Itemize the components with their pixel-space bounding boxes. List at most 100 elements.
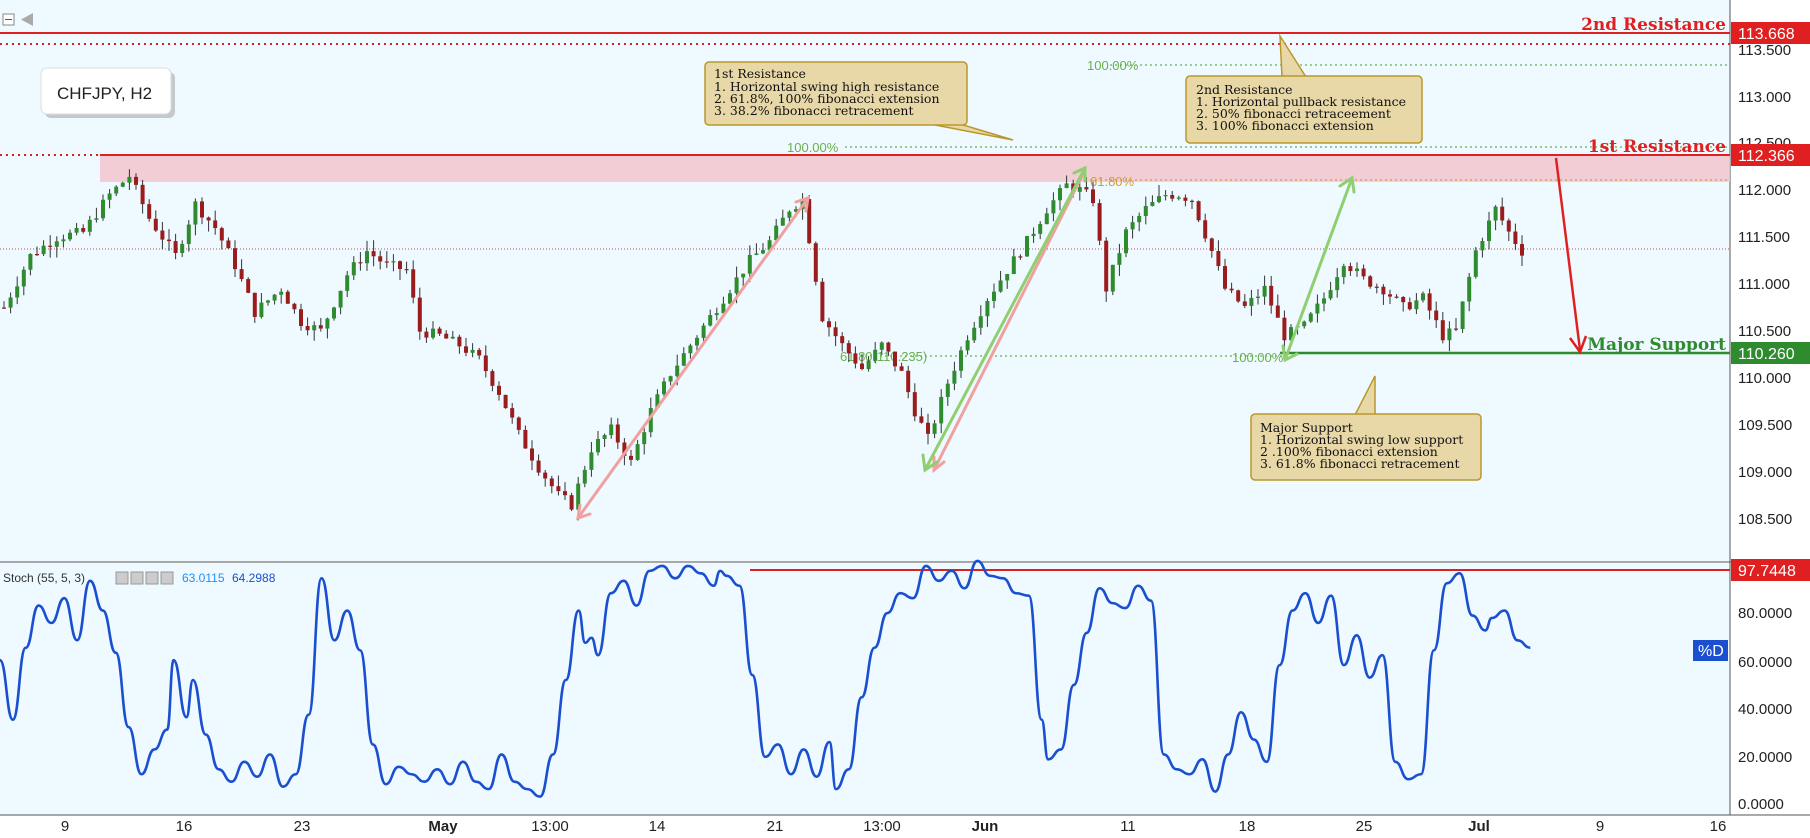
candle-body xyxy=(1467,276,1472,302)
candle-body xyxy=(35,254,39,256)
candle-body xyxy=(404,269,409,271)
stoch-tick-40: 40.0000 xyxy=(1738,701,1792,718)
candle-body xyxy=(54,241,59,247)
time-axis[interactable]: 9 16 23 May 13:00 14 21 13:00 Jun 11 18 … xyxy=(61,818,1727,835)
candle-body xyxy=(1302,321,1307,327)
candle-body xyxy=(127,176,132,183)
indicator-value-d: 64.2988 xyxy=(232,571,276,585)
candle-body xyxy=(648,408,653,433)
candle-body xyxy=(140,184,145,205)
candle-body xyxy=(563,491,567,496)
indicator-visibility-icon[interactable] xyxy=(115,571,129,585)
price-scale-background xyxy=(1730,0,1810,815)
candle-body xyxy=(655,394,660,409)
arrow-back-icon[interactable] xyxy=(21,13,33,26)
candle-body xyxy=(972,327,977,341)
candle-body xyxy=(1322,298,1326,304)
candle-body xyxy=(622,442,627,456)
candle-body xyxy=(1183,197,1188,201)
candle-body xyxy=(1381,286,1386,295)
candle-body xyxy=(926,422,930,434)
stoch-level-tag[interactable] xyxy=(1731,559,1810,581)
candle-body xyxy=(1315,303,1320,314)
second-resistance-callout: 2nd Resistance 1. Horizontal pullback re… xyxy=(1185,33,1423,144)
candle-body xyxy=(807,199,812,244)
candle-body xyxy=(1236,290,1241,302)
candle-body xyxy=(1077,187,1082,192)
candle-body xyxy=(1407,302,1412,310)
y-tick-109500: 109.500 xyxy=(1738,417,1792,434)
candle-body xyxy=(134,176,138,185)
candle-body xyxy=(259,302,264,317)
major-support-callout-line-1: 1. Horizontal swing low support xyxy=(1260,432,1463,447)
stoch-tick-0: 0.0000 xyxy=(1738,796,1784,813)
second-resistance-callout-line-3: 3. 100% fibonacci extension xyxy=(1196,118,1374,133)
x-tick-9: 9 xyxy=(61,818,69,835)
indicator-settings-icon[interactable] xyxy=(130,571,144,585)
major-support-price-tag[interactable] xyxy=(1731,342,1810,364)
candle-body xyxy=(239,269,244,280)
indicator-add-icon[interactable] xyxy=(145,571,159,585)
candle-body xyxy=(523,429,528,449)
candle-body xyxy=(160,230,165,240)
second-resistance-price-tag[interactable] xyxy=(1731,22,1810,44)
candle-body xyxy=(233,248,237,270)
indicator-name[interactable]: Stoch (55, 5, 3) xyxy=(3,571,85,585)
candle-body xyxy=(450,336,455,339)
first-resistance-callout-line-1: 1. Horizontal swing high resistance xyxy=(714,79,939,94)
symbol-label: CHFJPY, H2 xyxy=(57,84,152,103)
candle-body xyxy=(1335,277,1340,291)
stoch-d-line[interactable] xyxy=(0,559,1531,798)
candle-body xyxy=(1117,253,1122,265)
x-tick-jul: Jul xyxy=(1468,818,1490,835)
candle-body xyxy=(668,376,673,382)
candle-body xyxy=(107,193,112,200)
first-resistance-price-tag[interactable] xyxy=(1731,144,1810,166)
candle-body xyxy=(186,224,191,244)
x-tick-21: 21 xyxy=(767,818,784,835)
candle-body xyxy=(292,303,297,310)
red-down-arrow-head xyxy=(1568,335,1588,355)
candle-body xyxy=(1124,229,1128,254)
candle-body xyxy=(1394,296,1399,298)
second-resistance-price: 113.668 xyxy=(1738,26,1795,43)
candle-body xyxy=(1308,313,1313,322)
candle-body xyxy=(417,297,422,332)
first-resistance-callout-title: 1st Resistance xyxy=(714,66,806,81)
indicator-close-icon[interactable] xyxy=(160,571,174,585)
candle-body xyxy=(61,239,66,242)
candle-body xyxy=(530,448,534,461)
candle-body xyxy=(714,313,719,316)
candle-body xyxy=(721,303,726,314)
candle-body xyxy=(305,326,310,331)
candle-body xyxy=(596,438,600,453)
candle-body xyxy=(1143,205,1148,216)
candle-body xyxy=(662,381,666,395)
candle-body xyxy=(1368,276,1373,287)
x-tick-25: 25 xyxy=(1356,818,1373,835)
candle-body xyxy=(1038,224,1043,234)
candle-body xyxy=(761,250,765,254)
first-resistance-callout: 1st Resistance 1. Horizontal swing high … xyxy=(704,61,1014,141)
green-arrow-up xyxy=(923,166,1087,472)
candle-body xyxy=(325,318,330,329)
first-resistance-zone xyxy=(100,155,1730,182)
candle-body xyxy=(338,290,343,308)
candle-body xyxy=(774,225,779,241)
candle-body xyxy=(1341,266,1346,278)
stoch-d-tag[interactable] xyxy=(1693,640,1728,661)
candle-body xyxy=(846,343,851,354)
green-arrow-up-foot xyxy=(921,453,939,473)
x-tick-9-jul: 9 xyxy=(1596,818,1604,835)
candle-body xyxy=(1513,231,1518,245)
candle-body xyxy=(569,495,574,510)
candle-body xyxy=(1104,240,1109,292)
candle-body xyxy=(1209,238,1214,251)
y-tick-111000: 111.000 xyxy=(1738,276,1790,293)
price-axis[interactable]: 113.500 113.000 112.500 112.000 111.500 … xyxy=(1738,42,1792,528)
candle-body xyxy=(1355,268,1359,272)
candle-body xyxy=(1216,250,1221,267)
stoch-axis[interactable]: 80.0000 60.0000 40.0000 20.0000 0.0000 xyxy=(1738,605,1792,813)
candle-body xyxy=(1460,301,1465,330)
